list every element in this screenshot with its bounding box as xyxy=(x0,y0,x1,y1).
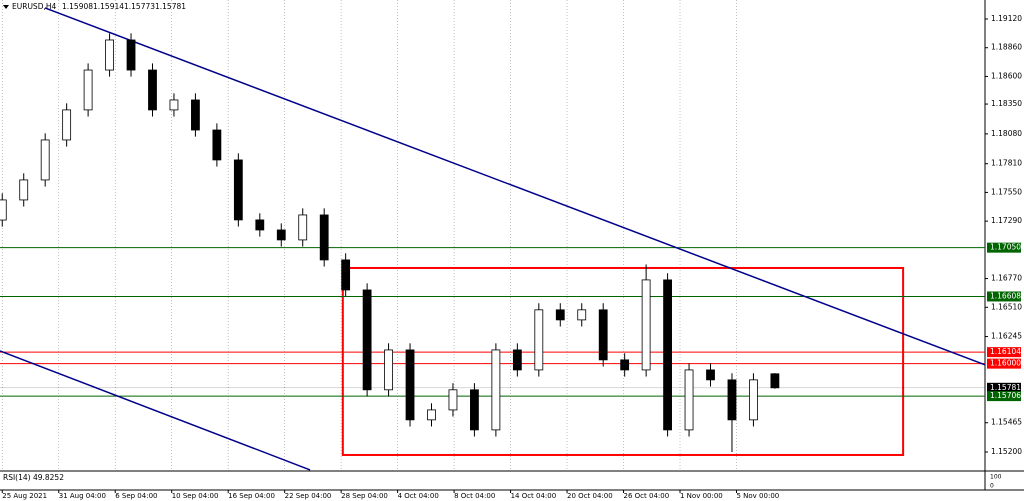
y-tick-label: 1.18080 xyxy=(991,129,1022,138)
x-tick-label: 1 Nov 00:00 xyxy=(680,492,723,500)
candle-body xyxy=(384,349,393,391)
candle-body xyxy=(534,309,544,371)
candle-body xyxy=(212,129,222,161)
candle-body xyxy=(491,349,501,431)
candle-body xyxy=(577,309,587,321)
chart-title: EURUSD,H4 xyxy=(12,2,56,11)
candle-body xyxy=(470,389,479,431)
candle-body xyxy=(427,409,436,421)
candle-body xyxy=(255,219,265,231)
candle-body xyxy=(62,109,72,141)
candle-body xyxy=(169,99,179,111)
x-tick-label: 5 Nov 00:00 xyxy=(736,492,779,500)
level-label: 1.16608 xyxy=(990,291,1021,300)
candle-body xyxy=(233,159,243,221)
candle-body xyxy=(555,309,565,321)
x-tick-label: 20 Oct 04:00 xyxy=(567,492,613,500)
x-tick-label: 10 Sep 04:00 xyxy=(172,492,219,500)
level-tag xyxy=(987,347,1021,358)
y-tick-label: 1.16770 xyxy=(991,274,1022,283)
trendline xyxy=(44,7,986,366)
candle-body xyxy=(276,229,286,241)
x-tick-label: 8 Oct 04:00 xyxy=(454,492,495,500)
candle-body xyxy=(40,139,50,181)
candle-body xyxy=(148,69,157,111)
y-tick-label: 1.17290 xyxy=(991,216,1022,225)
level-label: 1.15781 xyxy=(990,383,1021,392)
level-label: 1.16000 xyxy=(990,359,1021,368)
y-tick-label: 1.19120 xyxy=(991,14,1022,23)
x-tick-label: 25 Aug 2021 xyxy=(2,492,47,500)
menu-arrow xyxy=(3,5,9,9)
candle-body xyxy=(598,309,608,361)
level-tag xyxy=(987,242,1021,253)
x-tick-label: 4 Oct 04:00 xyxy=(398,492,439,500)
candle-body xyxy=(19,179,29,201)
level-label: 1.16104 xyxy=(990,347,1021,356)
candle-body xyxy=(362,289,372,391)
level-tag xyxy=(987,291,1021,302)
y-tick-label: 1.15200 xyxy=(991,447,1022,456)
x-tick-label: 16 Sep 04:00 xyxy=(228,492,275,500)
candle-body xyxy=(770,373,780,389)
candle-body xyxy=(684,369,694,431)
candle-body xyxy=(512,349,522,371)
x-tick-label: 6 Sep 04:00 xyxy=(115,492,157,500)
candle-body xyxy=(706,369,715,381)
level-label: 1.17050 xyxy=(990,243,1021,252)
level-tag xyxy=(987,391,1021,402)
candle-body xyxy=(126,39,136,71)
y-tick-label: 1.17550 xyxy=(991,187,1022,196)
candle-body xyxy=(405,349,415,421)
x-tick-label: 14 Oct 04:00 xyxy=(511,492,557,500)
x-tick-label: 31 Aug 04:00 xyxy=(59,492,106,500)
range-box xyxy=(341,266,905,456)
y-tick-label: 1.17810 xyxy=(991,159,1022,168)
y-tick-label: 1.18600 xyxy=(991,71,1022,80)
y-tick-label: 1.16510 xyxy=(991,302,1022,311)
header-value: 1.15908 xyxy=(62,2,93,11)
y-tick-label: 1.18860 xyxy=(991,43,1022,52)
candle-body xyxy=(298,214,308,241)
candle-body xyxy=(620,359,630,371)
level-tag xyxy=(987,358,1021,369)
level-label: 1.15706 xyxy=(990,391,1021,400)
candle-body xyxy=(448,389,458,411)
level-tag xyxy=(987,382,1021,393)
candle-body xyxy=(663,279,672,431)
x-tick-label: 28 Sep 04:00 xyxy=(341,492,388,500)
candle-body xyxy=(319,214,329,261)
indicator-scale: 0 xyxy=(990,483,994,490)
candle-body xyxy=(191,99,200,131)
trendline xyxy=(0,350,311,471)
x-tick-label: 26 Oct 04:00 xyxy=(624,492,670,500)
indicator-label: RSI(14) 49.8252 xyxy=(3,473,64,482)
candle-body xyxy=(341,259,351,291)
candle-body xyxy=(105,39,114,71)
y-tick-label: 1.18350 xyxy=(991,99,1022,108)
header-value: 1.15781 xyxy=(155,2,186,11)
candle-body xyxy=(727,379,737,421)
header-value: 1.15914 xyxy=(93,2,124,11)
indicator-scale: 100 xyxy=(990,474,1002,481)
x-tick-label: 22 Sep 04:00 xyxy=(285,492,332,500)
candle-body xyxy=(83,69,93,111)
header-value: 1.15773 xyxy=(124,2,155,11)
y-tick-label: 1.16245 xyxy=(991,332,1022,341)
candle-body xyxy=(0,199,7,221)
y-tick-label: 1.15465 xyxy=(991,418,1022,427)
candle-body xyxy=(641,279,651,371)
candle-body xyxy=(749,379,758,421)
